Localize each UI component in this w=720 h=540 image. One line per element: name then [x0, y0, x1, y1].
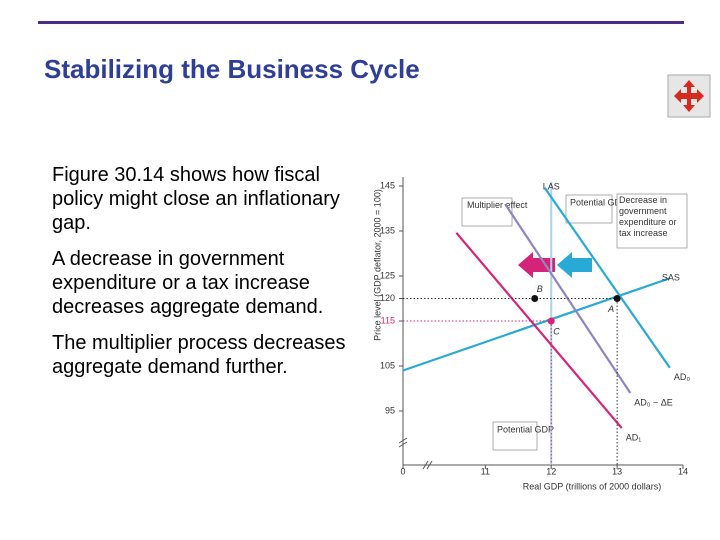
annotation-box: [565, 194, 613, 224]
legend-label: AD₁: [626, 432, 642, 442]
y-tick-label: 125: [380, 270, 395, 280]
legend-label: AD₀: [674, 372, 691, 382]
series-line: [543, 187, 671, 369]
title-rule: [38, 21, 684, 24]
annotation: Decrease in government expenditure or ta…: [619, 195, 677, 238]
nav-icon[interactable]: [667, 74, 711, 118]
shift-arrow: [557, 252, 592, 278]
shift-arrow: [518, 252, 555, 278]
y-tick-label: 105: [380, 360, 395, 370]
x-tick-label: 14: [678, 466, 688, 476]
annotation: Potential GDP: [570, 197, 627, 207]
series-line: [455, 232, 623, 429]
x-axis-label: Real GDP (trillions of 2000 dollars): [523, 481, 661, 491]
slide-title: Stabilizing the Business Cycle: [44, 54, 420, 84]
y-tick-label: 95: [385, 405, 395, 415]
series-line: [402, 277, 671, 372]
bullet: Figure 30.14 shows how fiscal policy mig…: [52, 164, 340, 234]
y-tick-label: 115: [381, 315, 395, 325]
y-tick-label: 120: [380, 293, 395, 303]
bullet: The multiplier process decreases aggrega…: [52, 332, 346, 378]
annotation: Potential GDP: [497, 424, 554, 434]
y-tick-label: 135: [380, 225, 395, 235]
annotation-box: [461, 197, 513, 227]
legend-label: AD₀ − ΔE: [634, 397, 673, 407]
annotation-box: [492, 421, 538, 451]
point: [547, 317, 555, 325]
annotation-text: Decrease in government expenditure or ta…: [619, 195, 677, 238]
x-tick-label: 11: [481, 466, 490, 476]
x-tick-label: 13: [612, 466, 622, 476]
x-tick-label: 12: [546, 466, 556, 476]
legend-label: SAS: [662, 273, 680, 283]
point: [613, 295, 621, 302]
point-label: B: [537, 284, 543, 294]
bullet: A decrease in government expenditure or …: [52, 248, 324, 318]
annotation-text: Multiplier effect: [467, 200, 528, 210]
annotation-box: [616, 193, 688, 249]
annotation: Multiplier effect: [467, 200, 528, 210]
las-label: LAS: [543, 181, 560, 191]
x-tick-label: 0: [400, 466, 405, 476]
y-tick-label: 145: [380, 180, 395, 190]
point-label: A: [607, 304, 614, 314]
axis-break: [398, 437, 433, 470]
y-axis-label: Price level (GDP deflator, 2000 = 100): [372, 189, 382, 341]
point: [531, 295, 539, 302]
point-label: C: [553, 326, 560, 336]
bullet-list: Figure 30.14 shows how fiscal policy mig…: [52, 163, 347, 391]
